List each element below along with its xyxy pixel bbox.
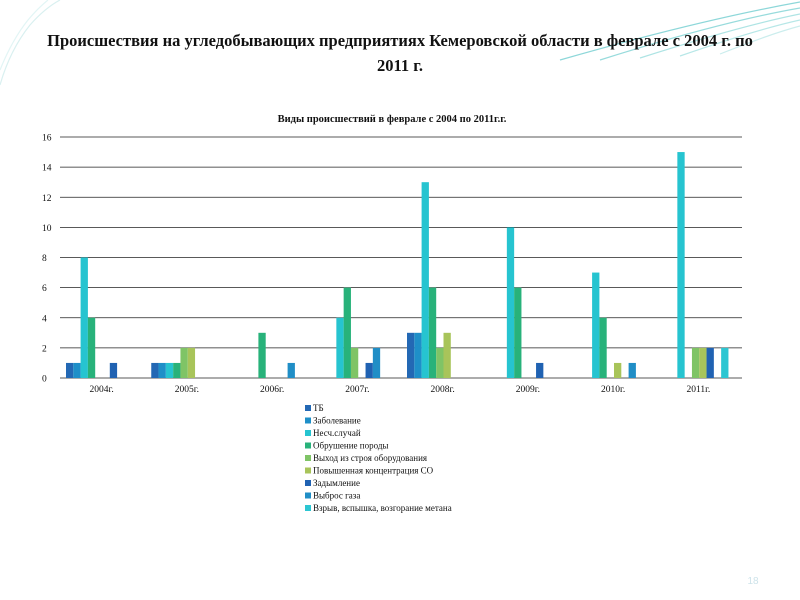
decoration-swoosh [0, 0, 49, 71]
chart-title: Виды происшествий в феврале с 2004 по 20… [278, 114, 507, 125]
bar [73, 362, 81, 378]
legend-label: Заболевание [313, 416, 361, 426]
y-tick-label: 0 [42, 375, 47, 385]
bar [428, 287, 437, 378]
y-tick-label: 12 [42, 194, 52, 204]
x-tick-label: 2004г. [90, 385, 114, 395]
bar [691, 347, 700, 378]
bar [443, 332, 451, 378]
legend-label: Несч.случай [313, 428, 361, 438]
y-tick-label: 10 [42, 224, 52, 234]
legend-label: Выход из строя оборудования [313, 453, 427, 463]
bar [180, 347, 188, 378]
x-tick-label: 2007г. [345, 385, 369, 395]
legend-swatch [305, 442, 311, 449]
bar [706, 347, 714, 378]
legend-label: Обрушение породы [313, 441, 388, 451]
bar [628, 362, 636, 378]
bar [614, 362, 622, 378]
bar [592, 272, 600, 378]
decoration-swoosh [679, 19, 800, 57]
bar [158, 362, 166, 378]
bar [80, 257, 88, 378]
bar [372, 347, 381, 378]
bar [151, 362, 159, 378]
legend-swatch [305, 467, 311, 474]
legend-label: Повышенная концентрация СО [313, 466, 434, 476]
bar [407, 332, 415, 378]
legend-label: Задымление [313, 478, 360, 488]
legend-swatch [305, 430, 311, 436]
x-tick-label: 2010г. [601, 385, 625, 395]
x-tick-label: 2011г. [686, 385, 710, 395]
decoration-swoosh [0, 0, 61, 86]
y-tick-label: 16 [42, 134, 52, 144]
x-tick-label: 2008г. [431, 385, 455, 395]
legend-label: ТБ [313, 403, 324, 413]
slide-title: Происшествия на угледобывающих предприят… [47, 31, 753, 75]
bar [287, 362, 295, 378]
bar [109, 362, 118, 378]
decoration-swoosh [719, 25, 800, 55]
bar [599, 317, 607, 378]
bar [414, 332, 422, 378]
bar [165, 362, 174, 378]
bar [365, 362, 373, 378]
bar [677, 152, 685, 378]
y-tick-label: 2 [42, 344, 47, 354]
bar [350, 347, 359, 378]
x-tick-label: 2006г. [260, 385, 284, 395]
bar [187, 347, 196, 378]
decoration-swoosh [599, 7, 800, 61]
bar [699, 347, 707, 378]
legend-swatch [305, 405, 311, 411]
page-number: 18 [747, 576, 759, 587]
y-tick-label: 6 [42, 284, 47, 294]
x-tick-label: 2009г. [516, 385, 540, 395]
bar [721, 347, 729, 378]
decoration-swoosh [559, 1, 800, 61]
x-tick-label: 2005г. [175, 385, 199, 395]
corner-decoration [0, 0, 800, 86]
bar [87, 317, 96, 378]
bar [421, 182, 429, 378]
bar [506, 227, 515, 378]
bar [436, 347, 444, 378]
legend-swatch [305, 480, 311, 486]
legend-label: Взрыв, вспышка, возгорание метана [313, 503, 452, 513]
legend-label: Выброс газа [313, 491, 360, 501]
legend-swatch [305, 417, 311, 424]
legend-swatch [305, 455, 311, 461]
legend-swatch [305, 492, 311, 499]
legend-swatch [305, 505, 311, 511]
bar [336, 317, 344, 378]
y-tick-label: 8 [42, 254, 47, 264]
decoration-swoosh [639, 13, 800, 59]
bar [66, 362, 74, 378]
bar [536, 362, 544, 378]
y-tick-label: 4 [42, 314, 47, 324]
bar [258, 332, 266, 378]
y-tick-label: 14 [42, 164, 52, 174]
bar [514, 287, 522, 378]
bar [343, 287, 351, 378]
bar [173, 362, 181, 378]
